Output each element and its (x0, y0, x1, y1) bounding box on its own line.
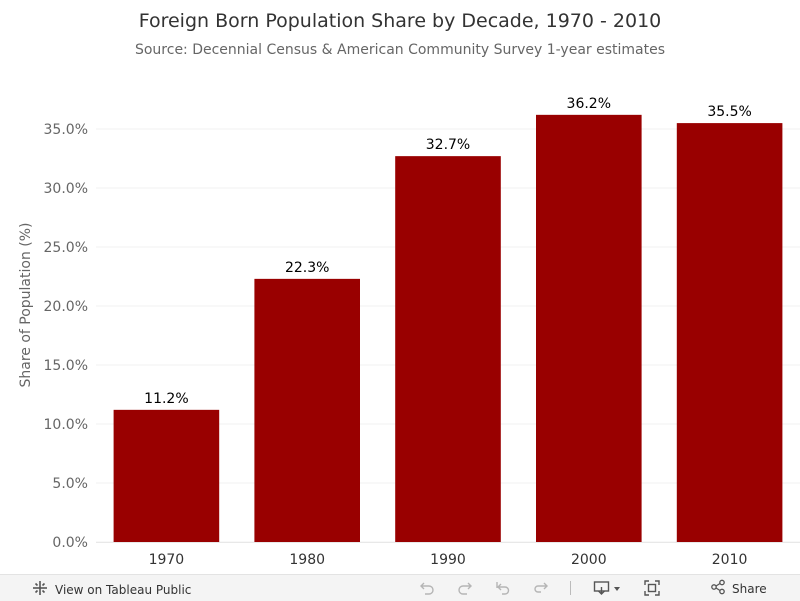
y-tick-label: 0.0% (52, 535, 88, 551)
fullscreen-icon[interactable] (643, 579, 661, 597)
bar-chart: 0.0% 5.0% 10.0% 15.0% 20.0% 25.0% 30.0% 35.0% 1… (18, 96, 800, 568)
x-tick-label-2010: 2010 (712, 552, 748, 568)
x-axis-ticks: 1970 1980 1990 2000 2010 (149, 552, 748, 568)
y-tick-label: 25.0% (44, 240, 88, 256)
data-label-1970: 11.2% (144, 391, 188, 407)
y-tick-label: 5.0% (52, 476, 88, 492)
bar-1990[interactable] (395, 156, 501, 542)
bar-2010[interactable] (676, 123, 783, 542)
x-tick-label-1980: 1980 (289, 552, 325, 568)
tableau-toolbar: View on Tableau Public (0, 574, 800, 601)
bar-2000[interactable] (536, 114, 642, 542)
y-tick-label: 10.0% (44, 417, 88, 433)
share-button[interactable]: Share (710, 579, 767, 598)
data-label-2010: 35.5% (707, 104, 751, 120)
y-axis-label: Share of Population (%) (18, 222, 34, 387)
bar-1970[interactable] (113, 409, 220, 542)
x-tick-label-1990: 1990 (430, 552, 466, 568)
tableau-logo-icon (32, 580, 48, 599)
x-tick-label-2000: 2000 (571, 552, 607, 568)
download-icon[interactable] (593, 579, 623, 597)
redo-icon[interactable] (456, 579, 474, 597)
y-axis-ticks: 0.0% 5.0% 10.0% 15.0% 20.0% 25.0% 30.0% 35.0% (44, 122, 88, 551)
bars (113, 114, 783, 542)
data-labels: 11.2% 22.3% 32.7% 36.2% 35.5% (144, 96, 752, 407)
y-tick-label: 30.0% (44, 181, 88, 197)
y-tick-label: 15.0% (44, 358, 88, 374)
undo-icon[interactable] (418, 579, 436, 597)
chart-subtitle: Source: Decennial Census & American Comm… (134, 42, 666, 58)
toolbar-divider (570, 581, 571, 595)
data-label-1990: 32.7% (426, 137, 470, 153)
y-tick-label: 20.0% (44, 299, 88, 315)
revert-icon[interactable] (494, 579, 512, 597)
refresh-icon[interactable] (532, 579, 550, 597)
chart-title: Foreign Born Population Share by Decade,… (138, 10, 662, 32)
y-tick-label: 35.0% (44, 122, 88, 138)
view-on-tableau-label: View on Tableau Public (55, 582, 192, 597)
view-on-tableau-link[interactable]: View on Tableau Public (32, 580, 191, 599)
bar-1980[interactable] (254, 278, 360, 542)
share-label: Share (732, 581, 767, 596)
data-label-1980: 22.3% (285, 260, 329, 276)
share-icon (710, 579, 726, 598)
x-tick-label-1970: 1970 (149, 552, 185, 568)
data-label-2000: 36.2% (567, 96, 611, 112)
